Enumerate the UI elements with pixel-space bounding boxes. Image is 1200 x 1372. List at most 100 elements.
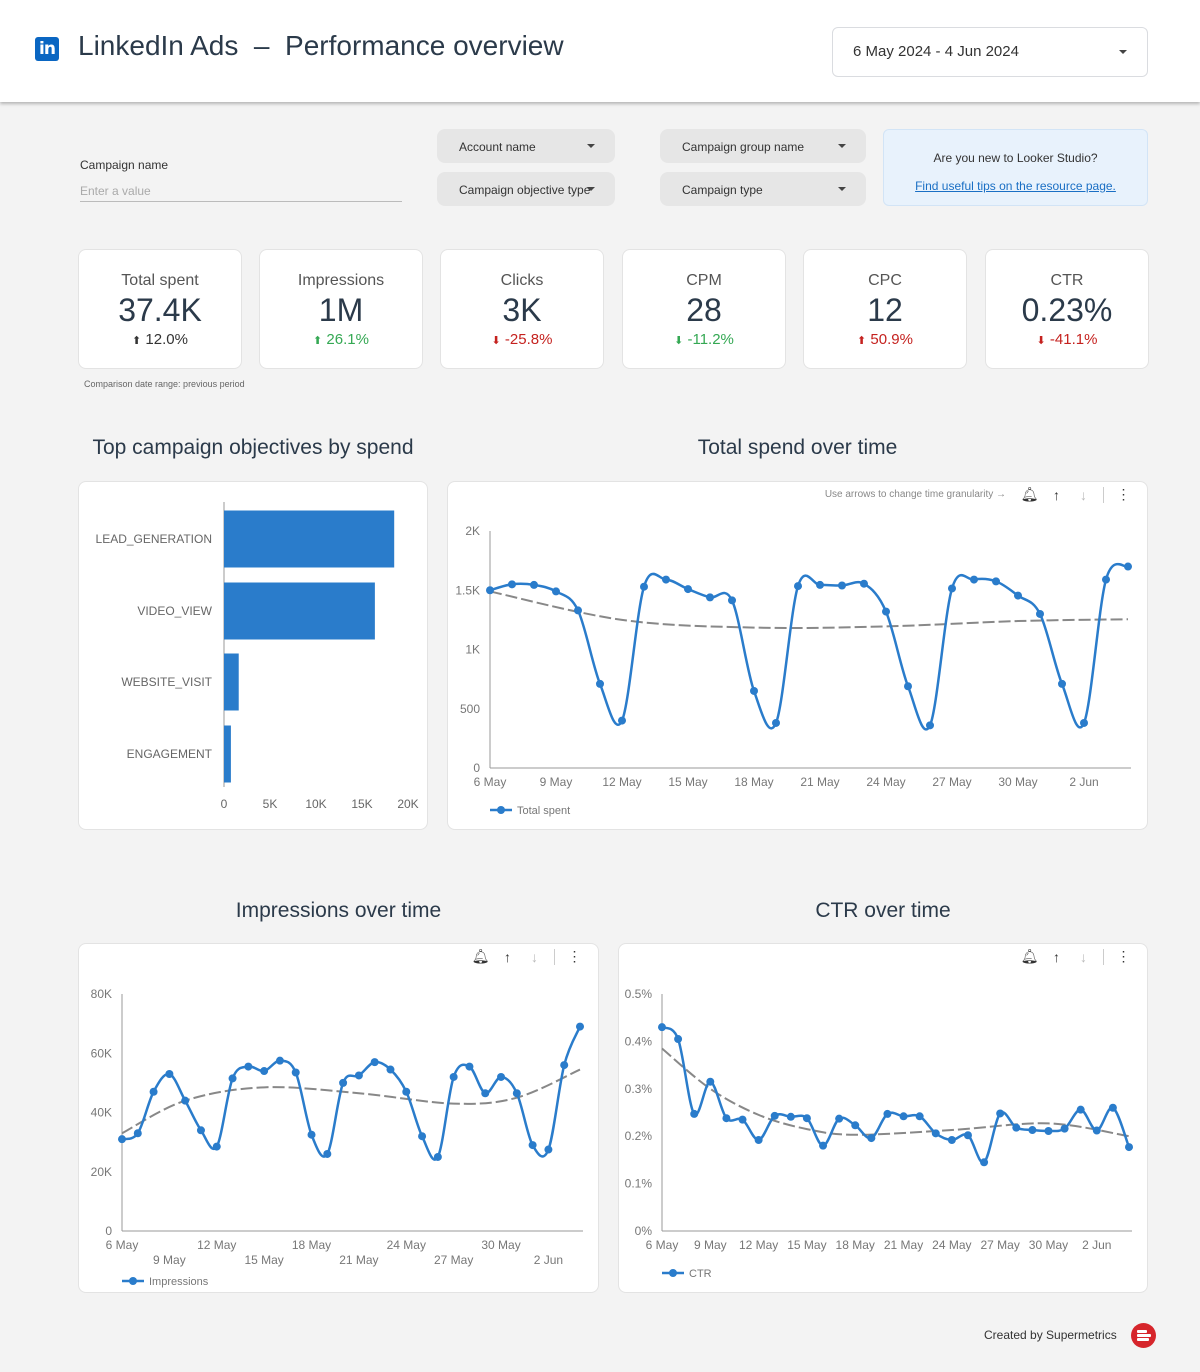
data-point: [658, 1023, 666, 1032]
kpi-value: 1M: [318, 292, 364, 328]
y-tick-label: 1.5K: [455, 583, 480, 597]
dropdown-label: Campaign type: [682, 183, 763, 197]
account-name-dropdown[interactable]: Account name: [437, 129, 615, 163]
dropdown-label: Campaign objective type: [459, 183, 591, 197]
data-point: [596, 679, 604, 688]
campaign-name-input[interactable]: [80, 180, 402, 202]
arrow-up-icon[interactable]: ↑: [1053, 486, 1060, 503]
data-point: [706, 593, 714, 602]
arrow-down-icon[interactable]: ↓: [1080, 948, 1087, 965]
alert-bell-icon[interactable]: 🔔︎: [471, 948, 490, 964]
kpi-card-cpc: CPC 12 ⬆ 50.9%: [803, 249, 967, 369]
more-vert-icon[interactable]: ⋮: [1116, 486, 1131, 502]
x-tick-label: 12 May: [602, 775, 641, 789]
category-label: VIDEO_VIEW: [137, 604, 212, 618]
x-tick-label: 24 May: [866, 775, 905, 789]
x-tick-label: 27 May: [434, 1253, 473, 1267]
x-tick-label: 21 May: [884, 1238, 923, 1252]
data-point: [835, 1114, 844, 1123]
category-label: LEAD_GENERATION: [96, 532, 212, 546]
kpi-label: Total spent: [121, 272, 199, 289]
data-point: [738, 1115, 747, 1124]
data-point: [212, 1142, 221, 1151]
more-vert-icon[interactable]: ⋮: [1116, 948, 1131, 964]
campaign-group-name-dropdown[interactable]: Campaign group name: [660, 129, 866, 163]
y-tick-label: 0.2%: [625, 1129, 653, 1143]
data-point: [996, 1109, 1005, 1118]
x-tick-label: 6 May: [106, 1238, 139, 1252]
data-point: [963, 1131, 972, 1140]
arrow-down-icon[interactable]: ↓: [1080, 486, 1087, 503]
y-tick-label: 20K: [91, 1165, 112, 1179]
y-tick-label: 0.1%: [625, 1177, 653, 1191]
arrow-up-icon: ⬆: [132, 335, 142, 347]
ctr-line-chart: 0% 0.1% 0.2% 0.3% 0.4% 0.5% 6 May 9 May 12 May 15…: [625, 987, 1133, 1280]
campaign-type-dropdown[interactable]: Campaign type: [660, 172, 866, 206]
kpi-change: ⬇ -41.1%: [986, 331, 1148, 348]
kpi-change: ⬆ 12.0%: [79, 331, 241, 348]
y-tick-label: 1K: [465, 643, 480, 657]
supermetrics-logo-icon[interactable]: [1131, 1323, 1156, 1348]
data-point: [1124, 562, 1132, 571]
date-range-picker[interactable]: 6 May 2024 - 4 Jun 2024: [832, 27, 1148, 77]
campaign-objective-type-dropdown[interactable]: Campaign objective type: [437, 172, 615, 206]
y-tick-label: 0: [105, 1224, 112, 1238]
spend-chart-card: 0 500 1K 1.5K 2K 6 May 9 May 12 May 15 May 18 May…: [447, 481, 1148, 830]
data-point: [904, 682, 912, 691]
caret-down-icon: [587, 144, 595, 148]
arrow-down-icon[interactable]: ↓: [531, 948, 538, 965]
date-range-value: 6 May 2024 - 4 Jun 2024: [853, 43, 1019, 60]
bar-lead-generation: [224, 510, 395, 568]
y-tick-label: 80K: [91, 987, 112, 1001]
kpi-change-value: -11.2%: [687, 331, 734, 348]
more-vert-icon[interactable]: ⋮: [567, 948, 582, 964]
data-point: [899, 1112, 908, 1121]
alert-bell-icon[interactable]: 🔔︎: [1020, 948, 1039, 964]
x-tick-label: 2 Jun: [1069, 775, 1098, 789]
arrow-down-icon: ⬇: [491, 335, 501, 347]
resource-page-link[interactable]: Find useful tips on the resource page.: [915, 179, 1116, 193]
divider: [1103, 486, 1104, 503]
kpi-card-impressions: Impressions 1M ⬆ 26.1%: [259, 249, 423, 369]
data-point: [402, 1087, 411, 1096]
spend-chart-title: Total spend over time: [697, 436, 898, 459]
data-point: [196, 1126, 205, 1135]
data-point: [618, 716, 626, 725]
x-tick-label: 27 May: [932, 775, 971, 789]
arrow-up-icon[interactable]: ↑: [1053, 948, 1060, 965]
series-line: [661, 1026, 1131, 1164]
linkedin-logo-icon: in: [35, 37, 59, 61]
arrow-down-icon: ⬇: [674, 335, 684, 347]
dropdown-label: Account name: [459, 140, 536, 154]
alert-bell-icon[interactable]: 🔔︎: [1020, 486, 1039, 502]
category-label: WEBSITE_VISIT: [121, 675, 212, 689]
data-point: [307, 1130, 316, 1139]
data-point: [786, 1112, 795, 1121]
data-point: [838, 581, 846, 590]
x-tick-label: 30 May: [481, 1238, 520, 1252]
dropdown-label: Campaign group name: [682, 140, 805, 154]
kpi-change: ⬆ 50.9%: [804, 331, 966, 348]
data-point: [1080, 718, 1088, 727]
data-point: [1102, 575, 1110, 584]
legend-label: CTR: [689, 1268, 712, 1280]
data-point: [851, 1121, 860, 1130]
data-point: [819, 1141, 828, 1150]
trend-line: [489, 590, 1129, 630]
x-tick-label: 6 May: [474, 775, 507, 789]
data-point: [370, 1058, 379, 1067]
data-point: [1012, 1123, 1021, 1132]
data-point: [486, 586, 494, 595]
impressions-chart-title: Impressions over time: [235, 899, 442, 922]
arrow-up-icon[interactable]: ↑: [504, 948, 511, 965]
page-title: LinkedIn Ads – Performance overview: [78, 30, 564, 61]
arrow-down-icon: ⬇: [1036, 335, 1046, 347]
data-point: [640, 582, 648, 591]
x-tick-label: 10K: [305, 797, 326, 811]
data-point: [992, 577, 1000, 586]
y-tick-label: 0.3%: [625, 1082, 653, 1096]
data-point: [512, 1089, 521, 1098]
category-label: ENGAGEMENT: [127, 747, 213, 761]
data-point: [1028, 1126, 1037, 1135]
data-point: [754, 1135, 763, 1144]
